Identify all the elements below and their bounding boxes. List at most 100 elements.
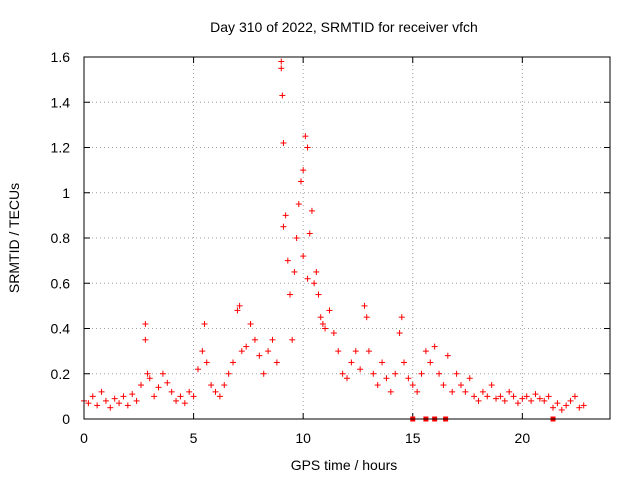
y-axis-label: SRMTID / TECUs [6,183,22,293]
data-point [280,139,287,146]
data-point [431,343,438,350]
data-point [418,370,425,377]
data-point [379,359,386,366]
data-point [440,382,447,389]
data-point [142,320,149,327]
y-tick-label: 1.4 [51,94,71,110]
x-tick-label: 20 [515,430,531,446]
data-point [308,207,315,214]
data-point [194,366,201,373]
chart-title: Day 310 of 2022, SRMTID for receiver vfc… [210,19,478,35]
data-point [400,359,407,366]
data-point [302,133,309,140]
data-point [506,388,513,395]
y-tick-label: 0.4 [51,321,71,337]
data-point [449,388,456,395]
data-point [236,302,243,309]
data-point [203,359,210,366]
data-point [260,370,267,377]
data-point [287,291,294,298]
data-point [563,402,570,409]
data-point [427,359,434,366]
data-point [142,336,149,343]
data-point [392,370,399,377]
data-point [151,393,158,400]
data-point [111,395,118,402]
y-tick-label: 1.6 [51,49,71,65]
data-point [177,393,184,400]
grid-lines [83,56,610,420]
data-point [462,388,469,395]
data-point [457,382,464,389]
data-point [295,201,302,208]
data-point [510,393,517,400]
data-point [348,359,355,366]
y-tick-labels: 0 0.2 0.4 0.6 0.8 1 1.2 1.4 1.6 [51,49,71,427]
data-point [199,348,206,355]
data-point [580,402,587,409]
data-point [243,343,250,350]
data-point [116,400,123,407]
data-point [330,330,337,337]
x-tick-label: 0 [80,430,88,446]
data-point [89,393,96,400]
data-point [501,397,508,404]
data-point [363,314,370,321]
data-point [221,382,228,389]
data-point [190,393,197,400]
data-point [335,348,342,355]
data-point [315,291,322,298]
y-tick-label: 0.8 [51,230,71,246]
data-point [365,348,372,355]
data-point [484,393,491,400]
data-point [571,393,578,400]
data-point [273,359,280,366]
data-point [144,370,151,377]
data-point [514,400,521,407]
data-point [519,395,526,402]
data-point [488,382,495,389]
y-tick-label: 0 [62,411,70,427]
data-point [212,388,219,395]
x-tick-label: 5 [190,430,198,446]
data-point [554,400,561,407]
data-point [405,375,412,382]
data-point [133,397,140,404]
data-point [523,393,530,400]
data-point [319,320,326,327]
data-point [414,388,421,395]
data-point [155,384,162,391]
data-point [339,370,346,377]
data-point [322,325,329,332]
data-point [479,388,486,395]
data-point [291,268,298,275]
axis-ticks [83,56,610,420]
y-tick-label: 1.2 [51,140,71,156]
data-point [181,400,188,407]
data-point [293,235,300,241]
data-point [541,397,548,404]
data-point [466,375,473,382]
data-point [536,395,543,402]
data-point [545,393,552,400]
data-point [361,302,368,309]
data-point [234,307,241,314]
data-point [311,280,318,287]
data-point [297,178,304,185]
data-point [129,391,136,398]
x-tick-label: 10 [295,430,311,446]
data-point [396,330,403,337]
data-point [436,370,443,377]
data-point [370,370,377,377]
data-point [159,370,166,377]
data-point [444,352,451,359]
data-point [475,397,482,404]
data-point [284,257,291,264]
data-point [387,388,394,395]
data-point [352,348,359,355]
data-point [567,397,574,404]
data-point [304,275,311,282]
data-point [85,400,92,407]
data-point [278,65,285,72]
